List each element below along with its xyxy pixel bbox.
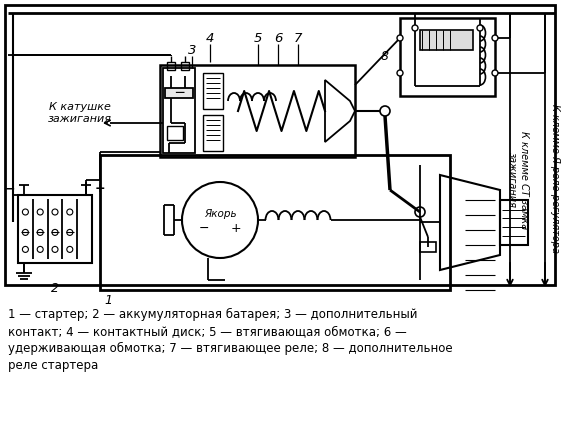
Bar [167,126,183,140]
Text: 5: 5 [254,31,262,44]
Bar [203,115,223,151]
Circle shape [397,35,403,41]
Text: удерживающая обмотка; 7 — втягивающее реле; 8 — дополнительное: удерживающая обмотка; 7 — втягивающее ре… [8,342,453,355]
Bar [420,242,436,252]
Text: К клемме Я реле-регулятора: К клемме Я реле-регулятора [550,104,560,252]
Text: реле стартера: реле стартера [8,359,98,372]
Text: 1: 1 [104,294,112,307]
Bar [163,68,195,153]
Bar [500,200,528,245]
Text: 8: 8 [381,50,389,64]
Circle shape [412,25,418,31]
Text: 3: 3 [188,43,196,56]
Bar [165,88,193,98]
Circle shape [397,70,403,76]
Circle shape [492,70,498,76]
Circle shape [477,25,483,31]
Bar [181,62,189,70]
Bar [5,5,555,285]
Bar [18,195,92,263]
Bar [400,18,495,96]
Text: +: + [231,221,241,234]
Bar [167,62,175,70]
Text: К катушке
зажигания: К катушке зажигания [48,102,112,124]
Text: 6: 6 [274,31,282,44]
Text: −: − [199,221,209,234]
Bar [203,73,223,109]
Bar [420,30,473,50]
Text: Якорь: Якорь [203,209,236,219]
Text: К клемме СТ замка
зажигания: К клемме СТ замка зажигания [507,131,529,229]
Circle shape [492,35,498,41]
Text: 1 — стартер; 2 — аккумуляторная батарея; 3 — дополнительный: 1 — стартер; 2 — аккумуляторная батарея;… [8,308,418,321]
Text: +: + [95,182,105,196]
Bar [100,155,450,290]
Text: 4: 4 [206,31,214,44]
Text: 7: 7 [294,31,302,44]
Bar [160,65,355,157]
Text: ─: ─ [175,86,183,100]
Text: 2: 2 [51,282,59,295]
Text: контакт; 4 — контактный диск; 5 — втягивающая обмотка; 6 —: контакт; 4 — контактный диск; 5 — втягив… [8,325,407,338]
Text: −: − [5,182,15,196]
